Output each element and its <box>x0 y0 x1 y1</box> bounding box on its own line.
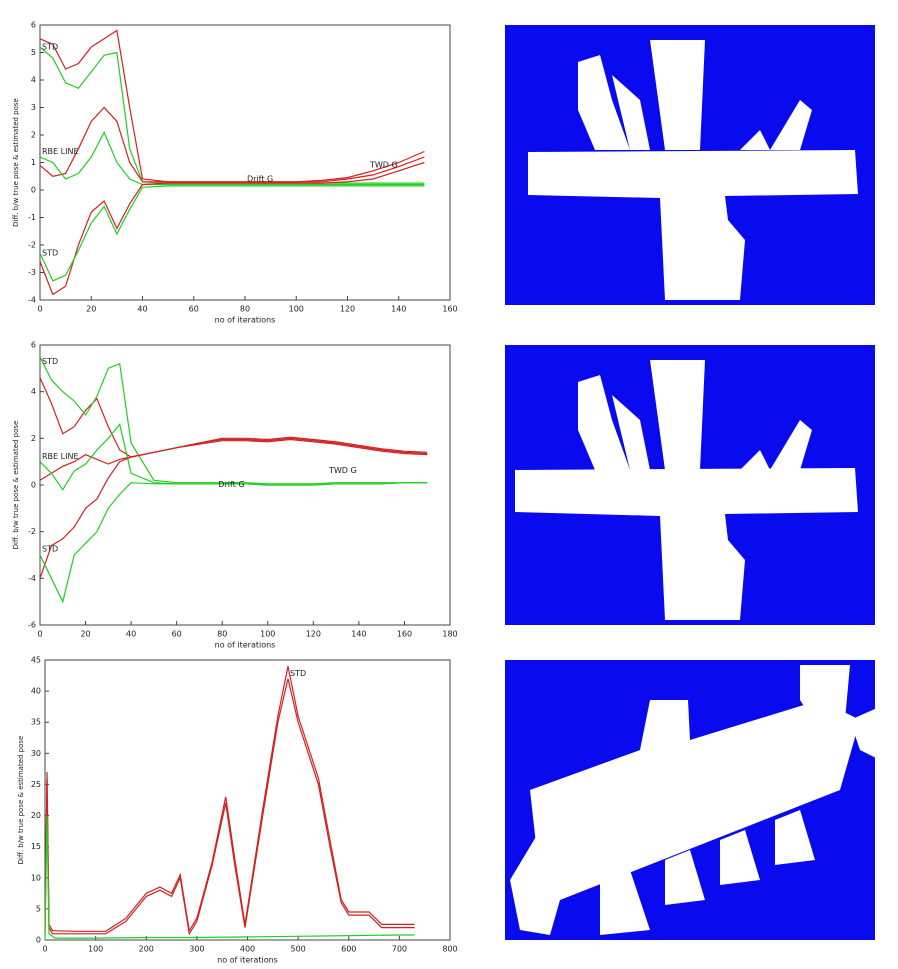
annotation: TWD G <box>328 466 357 475</box>
y-tick-label: 30 <box>31 749 41 758</box>
y-tick-label: 1 <box>31 158 36 167</box>
annotation: STD <box>42 42 58 51</box>
x-axis-label: no of iterations <box>215 316 276 325</box>
annotation: RBE LINE <box>42 147 79 156</box>
annotation: STD <box>42 545 58 554</box>
line-series <box>45 679 415 934</box>
line-series <box>40 31 424 182</box>
line-series <box>40 357 427 484</box>
annotation: STD <box>290 669 306 678</box>
x-tick-label: 100 <box>289 305 304 314</box>
x-tick-label: 700 <box>392 945 407 954</box>
x-tick-label: 160 <box>397 630 412 639</box>
x-axis-label: no of iterations <box>217 956 278 965</box>
y-tick-label: -1 <box>28 213 36 222</box>
y-tick-label: -2 <box>28 241 36 250</box>
y-axis-label: Diff. b/w true pose & estimated pose <box>12 98 20 227</box>
figure: -4-3-2-10123456020406080100120140160no o… <box>0 0 898 965</box>
y-tick-label: 4 <box>31 76 36 85</box>
x-tick-label: 400 <box>240 945 255 954</box>
line-series <box>40 132 424 184</box>
annotation: Drift G <box>218 480 244 489</box>
chart: 0 5 10 15 20 25 30 35 40 45 0 100 200 300 400 500 600 700… <box>17 656 458 965</box>
annotation: STD <box>42 249 58 258</box>
plot-frame <box>40 345 450 625</box>
annotation: STD <box>42 357 58 366</box>
y-tick-label: -6 <box>28 621 36 630</box>
line-series <box>40 483 427 602</box>
y-axis-label: Diff. b/w true pose & estimated pose <box>12 421 20 550</box>
x-tick-label: 0 <box>37 305 42 314</box>
y-tick-label: 45 <box>31 656 41 665</box>
map-3 <box>505 660 895 940</box>
y-tick-label: 10 <box>31 873 41 882</box>
map-2 <box>505 345 875 625</box>
map-1 <box>505 25 875 305</box>
x-tick-label: 20 <box>80 630 90 639</box>
x-tick-label: 120 <box>306 630 321 639</box>
line-series <box>45 666 415 931</box>
x-tick-label: 100 <box>260 630 275 639</box>
annotation: Drift G <box>247 174 273 183</box>
x-tick-label: 80 <box>240 305 250 314</box>
y-tick-label: -4 <box>28 574 36 583</box>
y-tick-label: 0 <box>31 186 36 195</box>
y-tick-label: 40 <box>31 687 41 696</box>
x-axis-label: no of iterations <box>215 641 276 650</box>
x-tick-label: 60 <box>172 630 182 639</box>
y-axis-label: Diff. b/w true pose & estimated pose <box>17 736 25 865</box>
x-tick-label: 0 <box>42 945 47 954</box>
x-tick-label: 600 <box>341 945 356 954</box>
y-tick-label: 2 <box>31 131 36 140</box>
y-tick-label: -3 <box>28 268 36 277</box>
y-tick-label: 0 <box>31 481 36 490</box>
y-tick-label: 2 <box>31 434 36 443</box>
x-tick-label: 180 <box>442 630 457 639</box>
y-tick-label: 3 <box>31 103 36 112</box>
x-tick-label: 160 <box>442 305 457 314</box>
line-series <box>40 186 424 281</box>
y-tick-label: 6 <box>31 21 36 30</box>
x-tick-label: 800 <box>442 945 457 954</box>
x-tick-label: 40 <box>137 305 147 314</box>
y-tick-label: 6 <box>31 341 36 350</box>
y-tick-label: -4 <box>28 296 36 305</box>
line-series <box>40 438 427 480</box>
y-tick-label: 4 <box>31 387 36 396</box>
y-tick-label: 25 <box>31 780 41 789</box>
y-tick-label: 5 <box>31 48 36 57</box>
annotation: RBE LINE <box>42 452 79 461</box>
x-tick-label: 100 <box>88 945 103 954</box>
y-tick-label: 15 <box>31 842 41 851</box>
x-tick-label: 60 <box>189 305 199 314</box>
y-tick-label: -2 <box>28 527 36 536</box>
y-tick-label: 35 <box>31 718 41 727</box>
x-tick-label: 500 <box>290 945 305 954</box>
x-tick-label: 140 <box>351 630 366 639</box>
y-tick-label: 5 <box>36 904 41 913</box>
x-tick-label: 80 <box>217 630 227 639</box>
x-tick-label: 40 <box>126 630 136 639</box>
x-tick-label: 0 <box>37 630 42 639</box>
x-tick-label: 20 <box>86 305 96 314</box>
x-tick-label: 200 <box>139 945 154 954</box>
x-tick-label: 300 <box>189 945 204 954</box>
x-tick-label: 120 <box>340 305 355 314</box>
x-tick-label: 140 <box>391 305 406 314</box>
y-tick-label: 0 <box>36 936 41 945</box>
y-tick-label: 20 <box>31 811 41 820</box>
plot-frame <box>45 660 450 940</box>
annotation: TWD G <box>369 161 398 170</box>
line-series <box>40 378 427 457</box>
